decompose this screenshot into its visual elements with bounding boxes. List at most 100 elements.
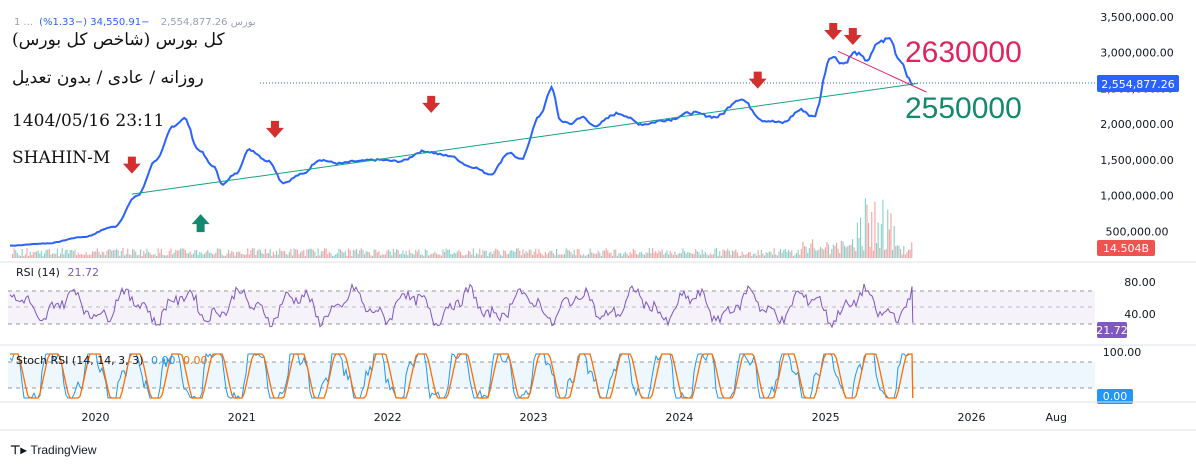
volume-bar — [344, 251, 346, 258]
rsi-pane[interactable]: 80.00 40.00 21.72 — [8, 276, 1156, 338]
volume-bar — [829, 254, 831, 258]
volume-bar — [730, 255, 732, 258]
volume-bar — [47, 249, 49, 258]
volume-bar — [372, 255, 374, 258]
volume-bar — [460, 251, 462, 258]
volume-bar — [820, 247, 822, 258]
volume-bar — [780, 249, 782, 258]
volume-bar — [424, 249, 426, 258]
volume-bar — [143, 251, 145, 258]
volume-bar — [178, 250, 180, 258]
volume-bar — [261, 253, 263, 258]
arrow-up-icon — [191, 214, 210, 233]
volume-bar — [887, 209, 889, 258]
volume-bar — [508, 253, 510, 258]
volume-bar — [77, 252, 79, 258]
volume-bar — [175, 249, 177, 258]
volume-bar — [791, 250, 793, 258]
volume-bar — [524, 253, 526, 258]
volume-bar — [706, 254, 708, 258]
volume-bar — [519, 250, 521, 258]
volume-bar — [674, 251, 676, 258]
volume-bar — [380, 255, 382, 258]
volume-bar — [399, 254, 401, 258]
volume-bar — [196, 250, 198, 258]
volume-bar — [103, 252, 105, 258]
volume-bar — [850, 244, 852, 258]
trendline-support[interactable] — [131, 82, 919, 195]
volume-bar — [122, 248, 124, 258]
volume-bar — [604, 250, 606, 258]
volume-bar — [693, 253, 695, 258]
volume-bar — [896, 245, 898, 258]
volume-bar — [570, 252, 572, 258]
stoch-legend[interactable]: Stoch RSI (14, 14, 3, 3) 0.00 0.00 — [16, 354, 207, 367]
volume-bar — [352, 249, 354, 258]
volume-bar — [690, 253, 692, 258]
volume-bar — [199, 252, 201, 258]
volume-bar — [301, 251, 303, 258]
volume-bar — [488, 252, 490, 258]
volume-bar — [663, 254, 665, 258]
volume-bar — [901, 254, 903, 258]
volume-bar — [623, 253, 625, 258]
note-author: SHAHIN-M — [12, 148, 111, 168]
volume-bar — [53, 253, 55, 258]
tradingview-logo[interactable]: ⊤▸ TradingView — [10, 443, 97, 457]
volume-bar — [876, 243, 878, 258]
volume-bar — [652, 248, 654, 258]
volume-bar — [437, 254, 439, 258]
volume-bar — [120, 250, 122, 258]
volume-bar — [676, 255, 678, 258]
volume-bar — [154, 253, 156, 258]
time-axis-tick: 2023 — [520, 411, 548, 424]
volume-bar — [130, 254, 132, 258]
volume-bar — [479, 248, 481, 258]
volume-bar — [719, 251, 721, 258]
volume-bar — [879, 248, 881, 258]
volume-bar — [368, 252, 370, 258]
volume-bar — [135, 251, 137, 258]
volume-bar — [592, 253, 594, 258]
volume-bar — [733, 251, 735, 258]
volume-bar — [746, 253, 748, 258]
volume-bar — [296, 249, 298, 258]
volume-bar — [202, 254, 204, 258]
volume-bar — [544, 251, 546, 258]
volume-bar — [645, 252, 647, 258]
price-pane[interactable]: 3,500,000.003,000,000.002,500,000.002,00… — [9, 0, 1196, 262]
volume-bar — [506, 254, 508, 258]
trendline-resistance[interactable] — [837, 50, 927, 93]
arrow-down-icon — [824, 23, 843, 40]
volume-bar — [477, 254, 479, 258]
volume-bar — [818, 249, 820, 258]
time-axis[interactable]: 2020 2021 2022 2023 2024 2025 2026 Aug — [82, 411, 1067, 424]
volume-bar — [624, 251, 626, 258]
volume-bar — [695, 249, 697, 258]
volume-bar — [754, 253, 756, 258]
price-axis-tick: 500,000.00 — [1106, 225, 1169, 238]
volume-bar — [396, 249, 398, 258]
volume-bar — [567, 250, 569, 258]
volume-bar — [748, 252, 750, 258]
volume-bar — [775, 254, 777, 258]
volume-bar — [744, 254, 746, 258]
volume-bar — [679, 252, 681, 258]
rsi-legend[interactable]: RSI (14) 21.72 — [16, 266, 99, 279]
volume-bar — [792, 256, 794, 258]
volume-bar — [573, 249, 575, 258]
volume-bar — [773, 248, 775, 258]
volume-bar — [348, 248, 350, 258]
stoch-rsi-pane[interactable]: 100.00 0.00 — [8, 346, 1141, 404]
volume-bar — [397, 250, 399, 258]
symbol-legend[interactable]: 1 ...بورس 2,554,877.26 −34,550.91 (−1.33… — [14, 17, 256, 28]
volume-bar — [700, 254, 702, 258]
volume-bar — [636, 254, 638, 258]
volume-bar — [453, 252, 455, 258]
volume-bar — [173, 252, 175, 258]
volume-bar — [572, 254, 574, 258]
volume-bar — [752, 254, 754, 258]
volume-bar — [232, 252, 234, 258]
volume-bar — [170, 248, 172, 258]
